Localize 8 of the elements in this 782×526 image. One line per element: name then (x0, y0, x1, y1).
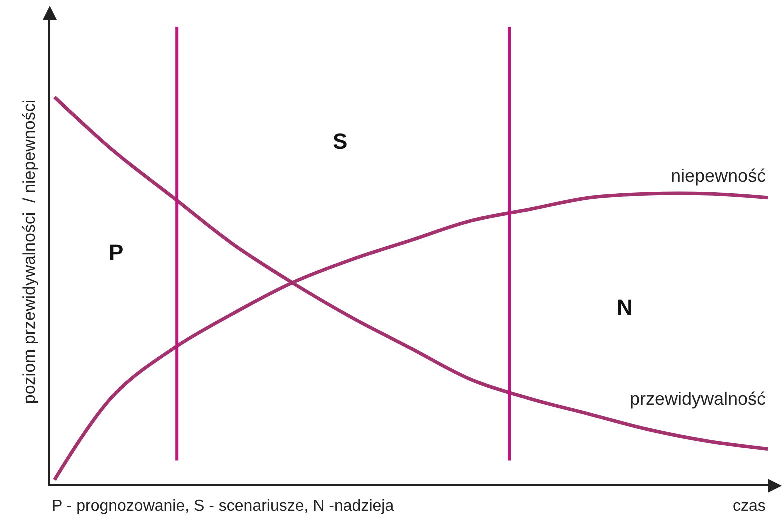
y-axis-title: poziom przewidywalności / niepewności (20, 100, 40, 404)
series-label: niepewność (671, 166, 766, 186)
annotation: S (333, 129, 348, 154)
series-label: przewidywalność (630, 389, 766, 409)
text: P - prognozowanie, S - scenariusze, N -nadzieja (52, 498, 394, 515)
x-axis-title: czas (733, 498, 766, 515)
annotation: N (617, 295, 633, 320)
annotation: P (109, 240, 124, 265)
